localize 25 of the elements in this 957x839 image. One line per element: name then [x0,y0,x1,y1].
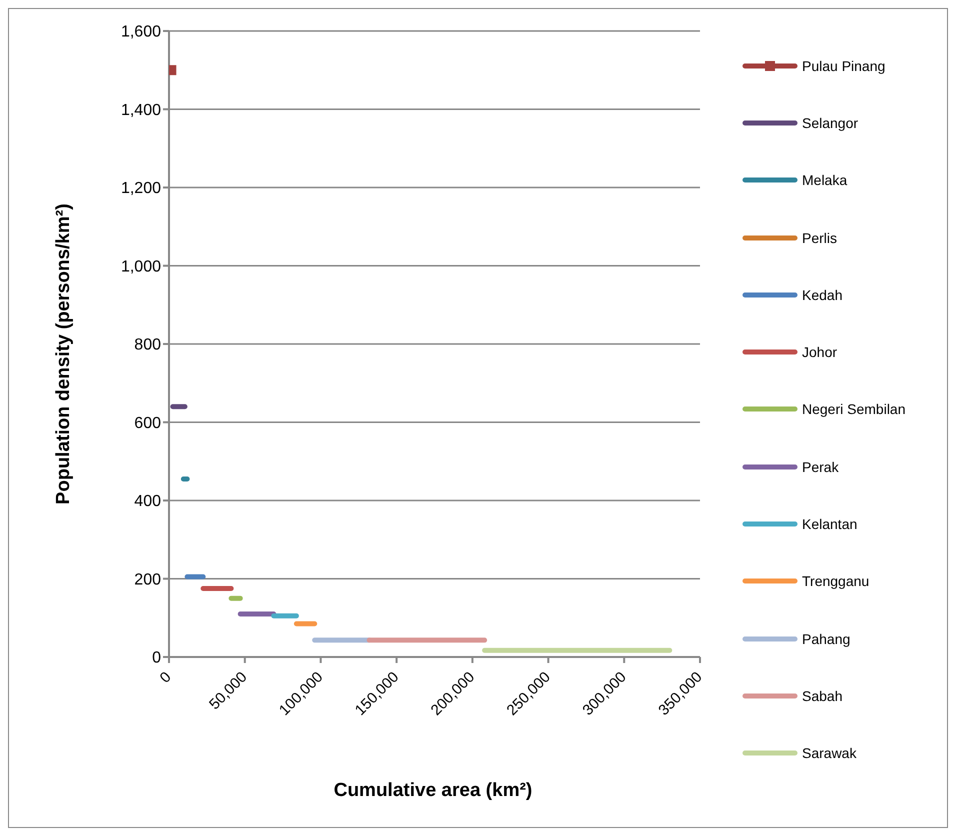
legend-label: Melaka [802,172,848,188]
x-axis-title: Cumulative area (km²) [334,780,532,801]
legend-label: Sarawak [802,745,856,762]
y-tick-label: 200 [134,571,162,588]
legend-label: Kedah [802,286,842,303]
y-tick-label: 0 [152,650,162,667]
legend-label: Pulau Pinang [802,58,886,74]
legend-label: Johor [802,344,838,360]
legend-label: Trengganu [802,573,870,590]
legend-label: Kelantan [802,516,858,532]
y-axis-title: Population density (persons/km²) [53,204,74,504]
y-tick-label: 600 [134,414,162,432]
x-tick-label: 0 [156,668,175,687]
legend-label: Selangor [802,114,858,131]
y-tick-label: 1,200 [120,180,162,198]
legend-label: Pahang [802,630,850,647]
y-tick-label: 1,600 [120,24,162,41]
legend-label: Perak [802,458,839,475]
legend-label: Perlis [802,230,838,246]
legend-label: Sabah [802,688,842,704]
y-tick-label: 800 [134,336,162,354]
y-tick-label: 400 [134,493,162,510]
legend-label: Negeri Sembilan [802,401,906,418]
y-tick-label: 1,400 [120,102,162,119]
y-tick-label: 1,000 [120,258,162,276]
